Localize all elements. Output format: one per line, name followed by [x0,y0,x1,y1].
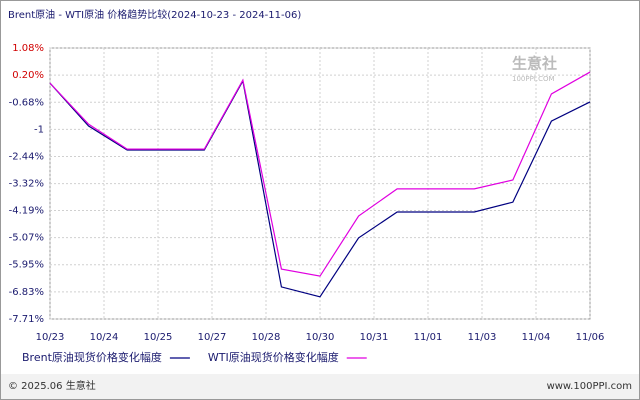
x-tick-label: 10/30 [306,332,335,343]
x-tick-label: 10/23 [36,332,65,343]
footer-left: © 2025.06 生意社 [8,379,96,392]
y-tick-label: -5.07% [9,233,44,244]
x-tick-label: 11/04 [522,332,551,343]
footer-right: www.100PPI.com [547,381,632,392]
y-tick-label: 0.20% [12,70,44,81]
x-tick-label: 11/01 [414,332,443,343]
x-tick-label: 10/24 [90,332,119,343]
watermark-site: 100PPI.COM [512,75,555,83]
y-tick-label: -6.83% [9,287,44,298]
x-tick-label: 10/31 [360,332,389,343]
legend-label: Brent原油现货价格变化幅度 [22,350,162,364]
series-line [49,79,591,298]
y-tick-label: -3.32% [9,179,44,190]
y-tick-label: -4.19% [9,205,44,216]
series-line [49,71,591,277]
y-tick-label: -7.71% [9,314,44,325]
y-tick-label: -1 [34,124,44,135]
x-tick-label: 11/03 [468,332,497,343]
x-tick-label: 10/25 [144,332,173,343]
x-tick-label: 11/06 [576,332,605,343]
y-tick-label: 1.08% [12,43,44,54]
legend-label: WTI原油现货价格变化幅度 [208,350,339,364]
x-tick-label: 10/27 [198,332,227,343]
x-tick-label: 10/28 [252,332,281,343]
y-tick-label: -2.44% [9,152,44,163]
footer-band [1,374,639,399]
chart-title: Brent原油 - WTI原油 价格趋势比较(2024-10-23 - 2024… [8,8,301,21]
y-tick-label: -5.95% [9,260,44,271]
y-tick-label: -0.68% [9,97,44,108]
watermark: 生意社 [512,55,557,73]
